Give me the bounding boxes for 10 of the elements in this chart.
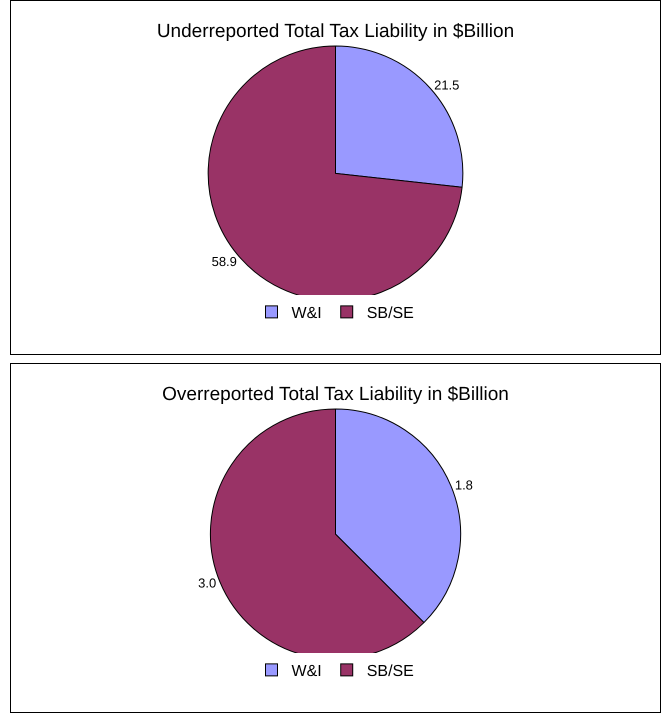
chart-title: Underreported Total Tax Liability in $Billion [156,21,514,42]
chart-title: Overreported Total Tax Liability in $Billion [162,384,509,406]
data-label: 58.9 [212,254,237,270]
data-label: 1.8 [454,478,473,493]
legend-label: W&I [292,305,322,322]
data-label: 3.0 [198,576,216,591]
legend-label: SB/SE [366,663,414,680]
data-label: 21.5 [434,78,460,93]
legend-label: W&I [292,663,322,680]
legend-label: SB/SE [366,305,414,322]
